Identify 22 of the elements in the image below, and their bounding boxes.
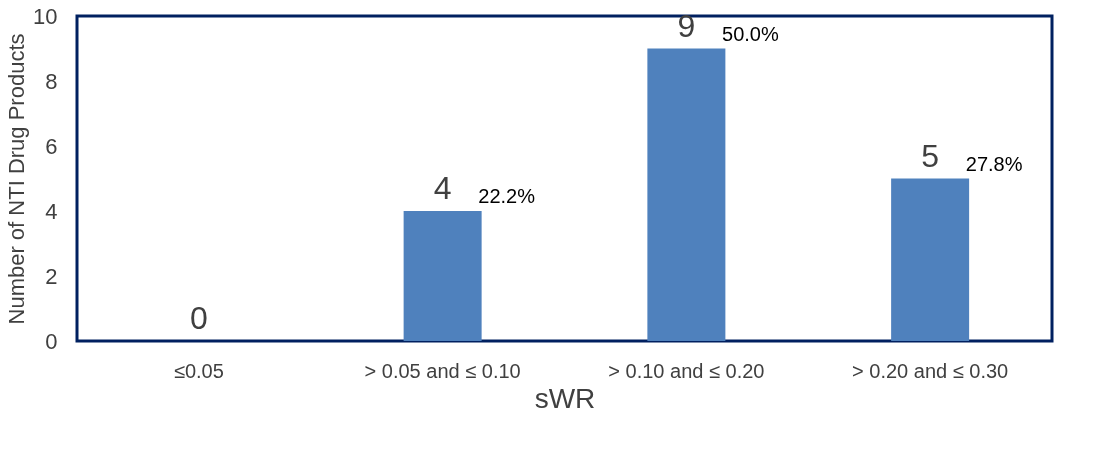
data-label: 4: [433, 170, 452, 206]
data-label: 5: [921, 137, 940, 174]
bar: [891, 178, 970, 341]
y-tick-label: 2: [45, 263, 58, 289]
annotation: 50.0%: [722, 22, 779, 45]
y-tick-label: 10: [33, 3, 58, 29]
bar: [647, 48, 726, 341]
bar: [403, 211, 482, 341]
x-axis-title: sWR: [534, 382, 596, 414]
y-tick-label: 6: [45, 133, 58, 159]
x-tick-label: > 0.20 and ≤ 0.30: [852, 359, 1009, 382]
annotation: 22.2%: [478, 185, 536, 207]
data-label: 9: [677, 7, 696, 44]
y-tick-label: 0: [45, 328, 58, 354]
x-tick-label: > 0.05 and ≤ 0.10: [364, 359, 521, 382]
y-axis-title: Number of NTI Drug Products: [4, 33, 30, 325]
y-tick-label: 4: [45, 198, 58, 224]
annotation: 27.8%: [965, 152, 1023, 175]
y-tick-label: 8: [45, 68, 58, 94]
x-tick-label: ≤0.05: [173, 359, 224, 382]
data-label: 0: [189, 300, 208, 336]
x-tick-label: > 0.10 and ≤ 0.20: [608, 359, 765, 382]
